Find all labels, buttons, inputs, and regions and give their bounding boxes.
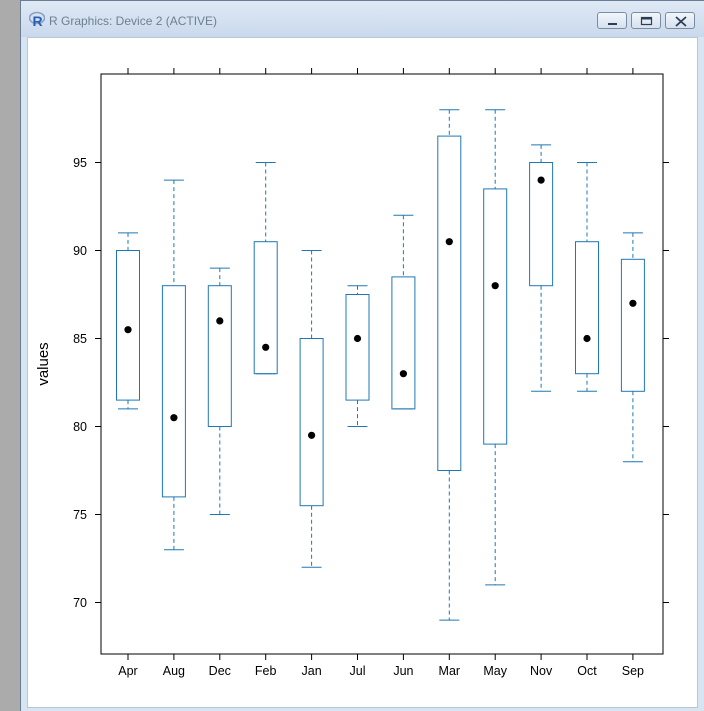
- median-dot: [262, 343, 270, 351]
- iqr-box: [345, 294, 370, 401]
- box-mar: [437, 109, 462, 621]
- box-may: [483, 109, 508, 586]
- median-dot: [170, 414, 178, 422]
- iqr-box: [620, 258, 645, 392]
- iqr-box: [253, 241, 278, 375]
- iqr-box: [391, 276, 416, 410]
- median-dot: [353, 334, 362, 343]
- box-aug: [161, 179, 186, 551]
- minimize-icon: [608, 23, 617, 25]
- x-tick-label: Jul: [350, 664, 366, 678]
- iqr-box: [161, 285, 186, 498]
- close-icon: [675, 16, 687, 27]
- median-dot: [308, 431, 316, 439]
- box-nov: [529, 144, 554, 392]
- median-dot: [124, 326, 132, 334]
- x-tick-label: Jun: [393, 664, 413, 678]
- box-jan: [299, 250, 324, 568]
- iqr-box: [575, 241, 599, 375]
- x-tick-label: Oct: [577, 664, 597, 678]
- box-plot: 70 75 80 85 90 95 Apr Aug Dec Feb Jan Jul Jun Mar May…: [35, 68, 669, 678]
- minimize-button[interactable]: [597, 12, 627, 29]
- x-tick-label: Feb: [255, 664, 277, 678]
- title-bar[interactable]: R R Graphics: Device 2 (ACTIVE): [21, 1, 704, 37]
- median-dot: [399, 370, 407, 378]
- box-jul: [345, 285, 370, 427]
- y-tick-label: 75: [73, 508, 87, 522]
- y-axis-label: values: [35, 342, 52, 385]
- y-tick-label: 80: [73, 420, 87, 434]
- box-dec: [207, 267, 232, 515]
- x-tick-label: Sep: [622, 664, 644, 678]
- x-tick-label: May: [483, 664, 507, 678]
- graphics-device-area: 70 75 80 85 90 95 Apr Aug Dec Feb Jan Jul Jun Mar May…: [27, 37, 698, 708]
- iqr-box: [207, 285, 232, 427]
- plot-frame: [100, 73, 664, 655]
- x-tick-label: Dec: [209, 664, 231, 678]
- y-tick-label: 90: [73, 244, 87, 258]
- maximize-icon: [640, 16, 653, 26]
- x-axis: Apr Aug Dec Feb Jan Jul Jun Mar May Nov Oct Sep: [118, 68, 644, 678]
- y-tick-label: 95: [73, 156, 87, 170]
- boxes-group: [116, 109, 645, 621]
- median-dot: [629, 299, 637, 307]
- maximize-button[interactable]: [631, 12, 661, 29]
- box-jun: [391, 214, 416, 410]
- window-title: R Graphics: Device 2 (ACTIVE): [49, 14, 218, 28]
- iqr-box: [483, 188, 508, 445]
- x-tick-label: Jan: [302, 664, 322, 678]
- iqr-box: [529, 162, 554, 287]
- x-tick-label: Mar: [439, 664, 461, 678]
- box-oct: [575, 162, 599, 392]
- iqr-box: [116, 250, 140, 401]
- box-sep: [620, 232, 645, 463]
- x-tick-label: Apr: [118, 664, 137, 678]
- iqr-box: [299, 338, 324, 507]
- box-apr: [116, 232, 140, 410]
- r-graphics-window: R R Graphics: Device 2 (ACTIVE) 70 75 80 85…: [20, 0, 704, 711]
- svg-text:R: R: [33, 13, 43, 27]
- box-feb: [253, 162, 278, 375]
- y-axis: 70 75 80 85 90 95: [73, 156, 669, 610]
- median-dot: [445, 238, 453, 246]
- iqr-box: [437, 135, 462, 471]
- median-dot: [491, 282, 499, 290]
- close-button[interactable]: [665, 12, 695, 29]
- median-dot: [537, 176, 545, 184]
- y-tick-label: 70: [73, 596, 87, 610]
- x-tick-label: Nov: [530, 664, 553, 678]
- median-dot: [583, 334, 591, 343]
- r-logo-icon: R: [29, 11, 45, 27]
- x-tick-label: Aug: [163, 664, 185, 678]
- y-tick-label: 85: [73, 332, 87, 346]
- median-dot: [216, 317, 224, 325]
